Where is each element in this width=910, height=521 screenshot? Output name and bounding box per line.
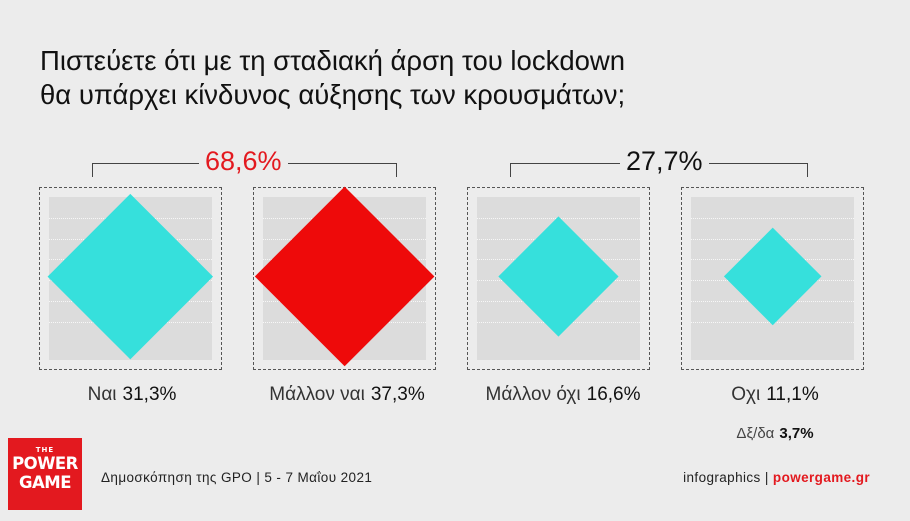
dont-know-label: Δξ/δα 3,7% bbox=[700, 425, 850, 442]
source-note: Δημοσκόπηση της GPO | 5 - 7 Μαΐου 2021 bbox=[101, 470, 373, 485]
category-label: Μάλλον όχι bbox=[485, 384, 581, 405]
credit-prefix: infographics | bbox=[683, 470, 773, 485]
diamond-card-3 bbox=[467, 187, 650, 370]
diamond-card-2 bbox=[253, 186, 436, 370]
label-mallon-oxi: Μάλλον όχι 16,6% bbox=[453, 384, 673, 406]
logo-power: POWER bbox=[12, 454, 78, 473]
value-label: 31,3% bbox=[122, 384, 177, 405]
dont-know-value: 3,7% bbox=[779, 425, 814, 442]
label-mallon-nai: Μάλλον ναι 37,3% bbox=[237, 384, 457, 406]
title-line-1: Πιστεύετε ότι με τη σταδιακή άρση του lo… bbox=[40, 45, 626, 76]
category-label: Μάλλον ναι bbox=[269, 384, 365, 405]
logo-game: GAME bbox=[18, 473, 72, 492]
logo-the: THE bbox=[35, 446, 55, 454]
label-nai: Ναι 31,3% bbox=[22, 384, 242, 406]
credit-note: infographics | powergame.gr bbox=[683, 470, 870, 485]
diamond-card-1 bbox=[39, 187, 222, 370]
diamond-card-4 bbox=[681, 187, 864, 370]
powergame-logo: THE POWER GAME bbox=[8, 438, 82, 510]
group-total-yes: 68,6% bbox=[199, 146, 288, 176]
label-oxi: Οχι 11,1% bbox=[665, 384, 885, 406]
value-label: 37,3% bbox=[370, 384, 425, 405]
credit-site-link[interactable]: powergame.gr bbox=[772, 470, 870, 485]
value-label: 11,1% bbox=[766, 384, 819, 405]
group-total-no: 27,7% bbox=[620, 146, 709, 176]
gridline bbox=[691, 217, 854, 219]
category-label: Οχι bbox=[731, 384, 761, 405]
value-label: 16,6% bbox=[586, 384, 641, 405]
chart-title: Πιστεύετε ότι με τη σταδιακή άρση του lo… bbox=[40, 44, 860, 112]
dont-know-text: Δξ/δα bbox=[736, 425, 775, 442]
title-line-2: θα υπάρχει κίνδυνος αύξησης των κρουσμάτ… bbox=[40, 79, 626, 110]
category-label: Ναι bbox=[87, 384, 117, 405]
